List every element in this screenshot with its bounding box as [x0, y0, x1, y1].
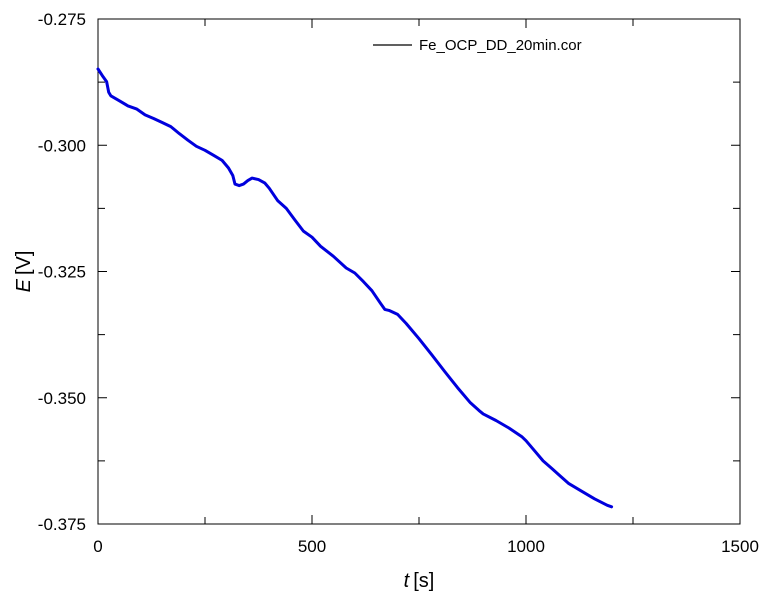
x-axis-unit: [s]: [413, 570, 434, 592]
legend: Fe_OCP_DD_20min.cor: [373, 37, 582, 54]
y-axis-unit: [V]: [13, 251, 35, 275]
y-tick-label: -0.375: [38, 515, 86, 534]
x-tick-label: 1500: [721, 537, 759, 556]
legend-label: Fe_OCP_DD_20min.cor: [419, 37, 582, 54]
y-tick-label: -0.275: [38, 10, 86, 29]
x-tick-label: 500: [298, 537, 326, 556]
y-axis-variable: E: [13, 278, 35, 292]
plot-frame: [97, 18, 741, 525]
y-axis-label: E [V]: [13, 251, 35, 293]
series-line: [96, 67, 614, 509]
ticks-layer: 0 500 1000 1500 -0.275 -0.300 -0.325 -0.350 -0.3…: [38, 10, 759, 556]
x-axis-variable: t: [404, 570, 411, 592]
x-tick-label: 0: [93, 537, 102, 556]
series-layer: [96, 67, 614, 509]
y-tick-label: -0.350: [38, 389, 86, 408]
x-tick-label: 1000: [507, 537, 545, 556]
y-tick-label: -0.325: [38, 263, 86, 282]
y-tick-label: -0.300: [38, 136, 86, 155]
x-axis-label: t [s]: [404, 570, 435, 592]
